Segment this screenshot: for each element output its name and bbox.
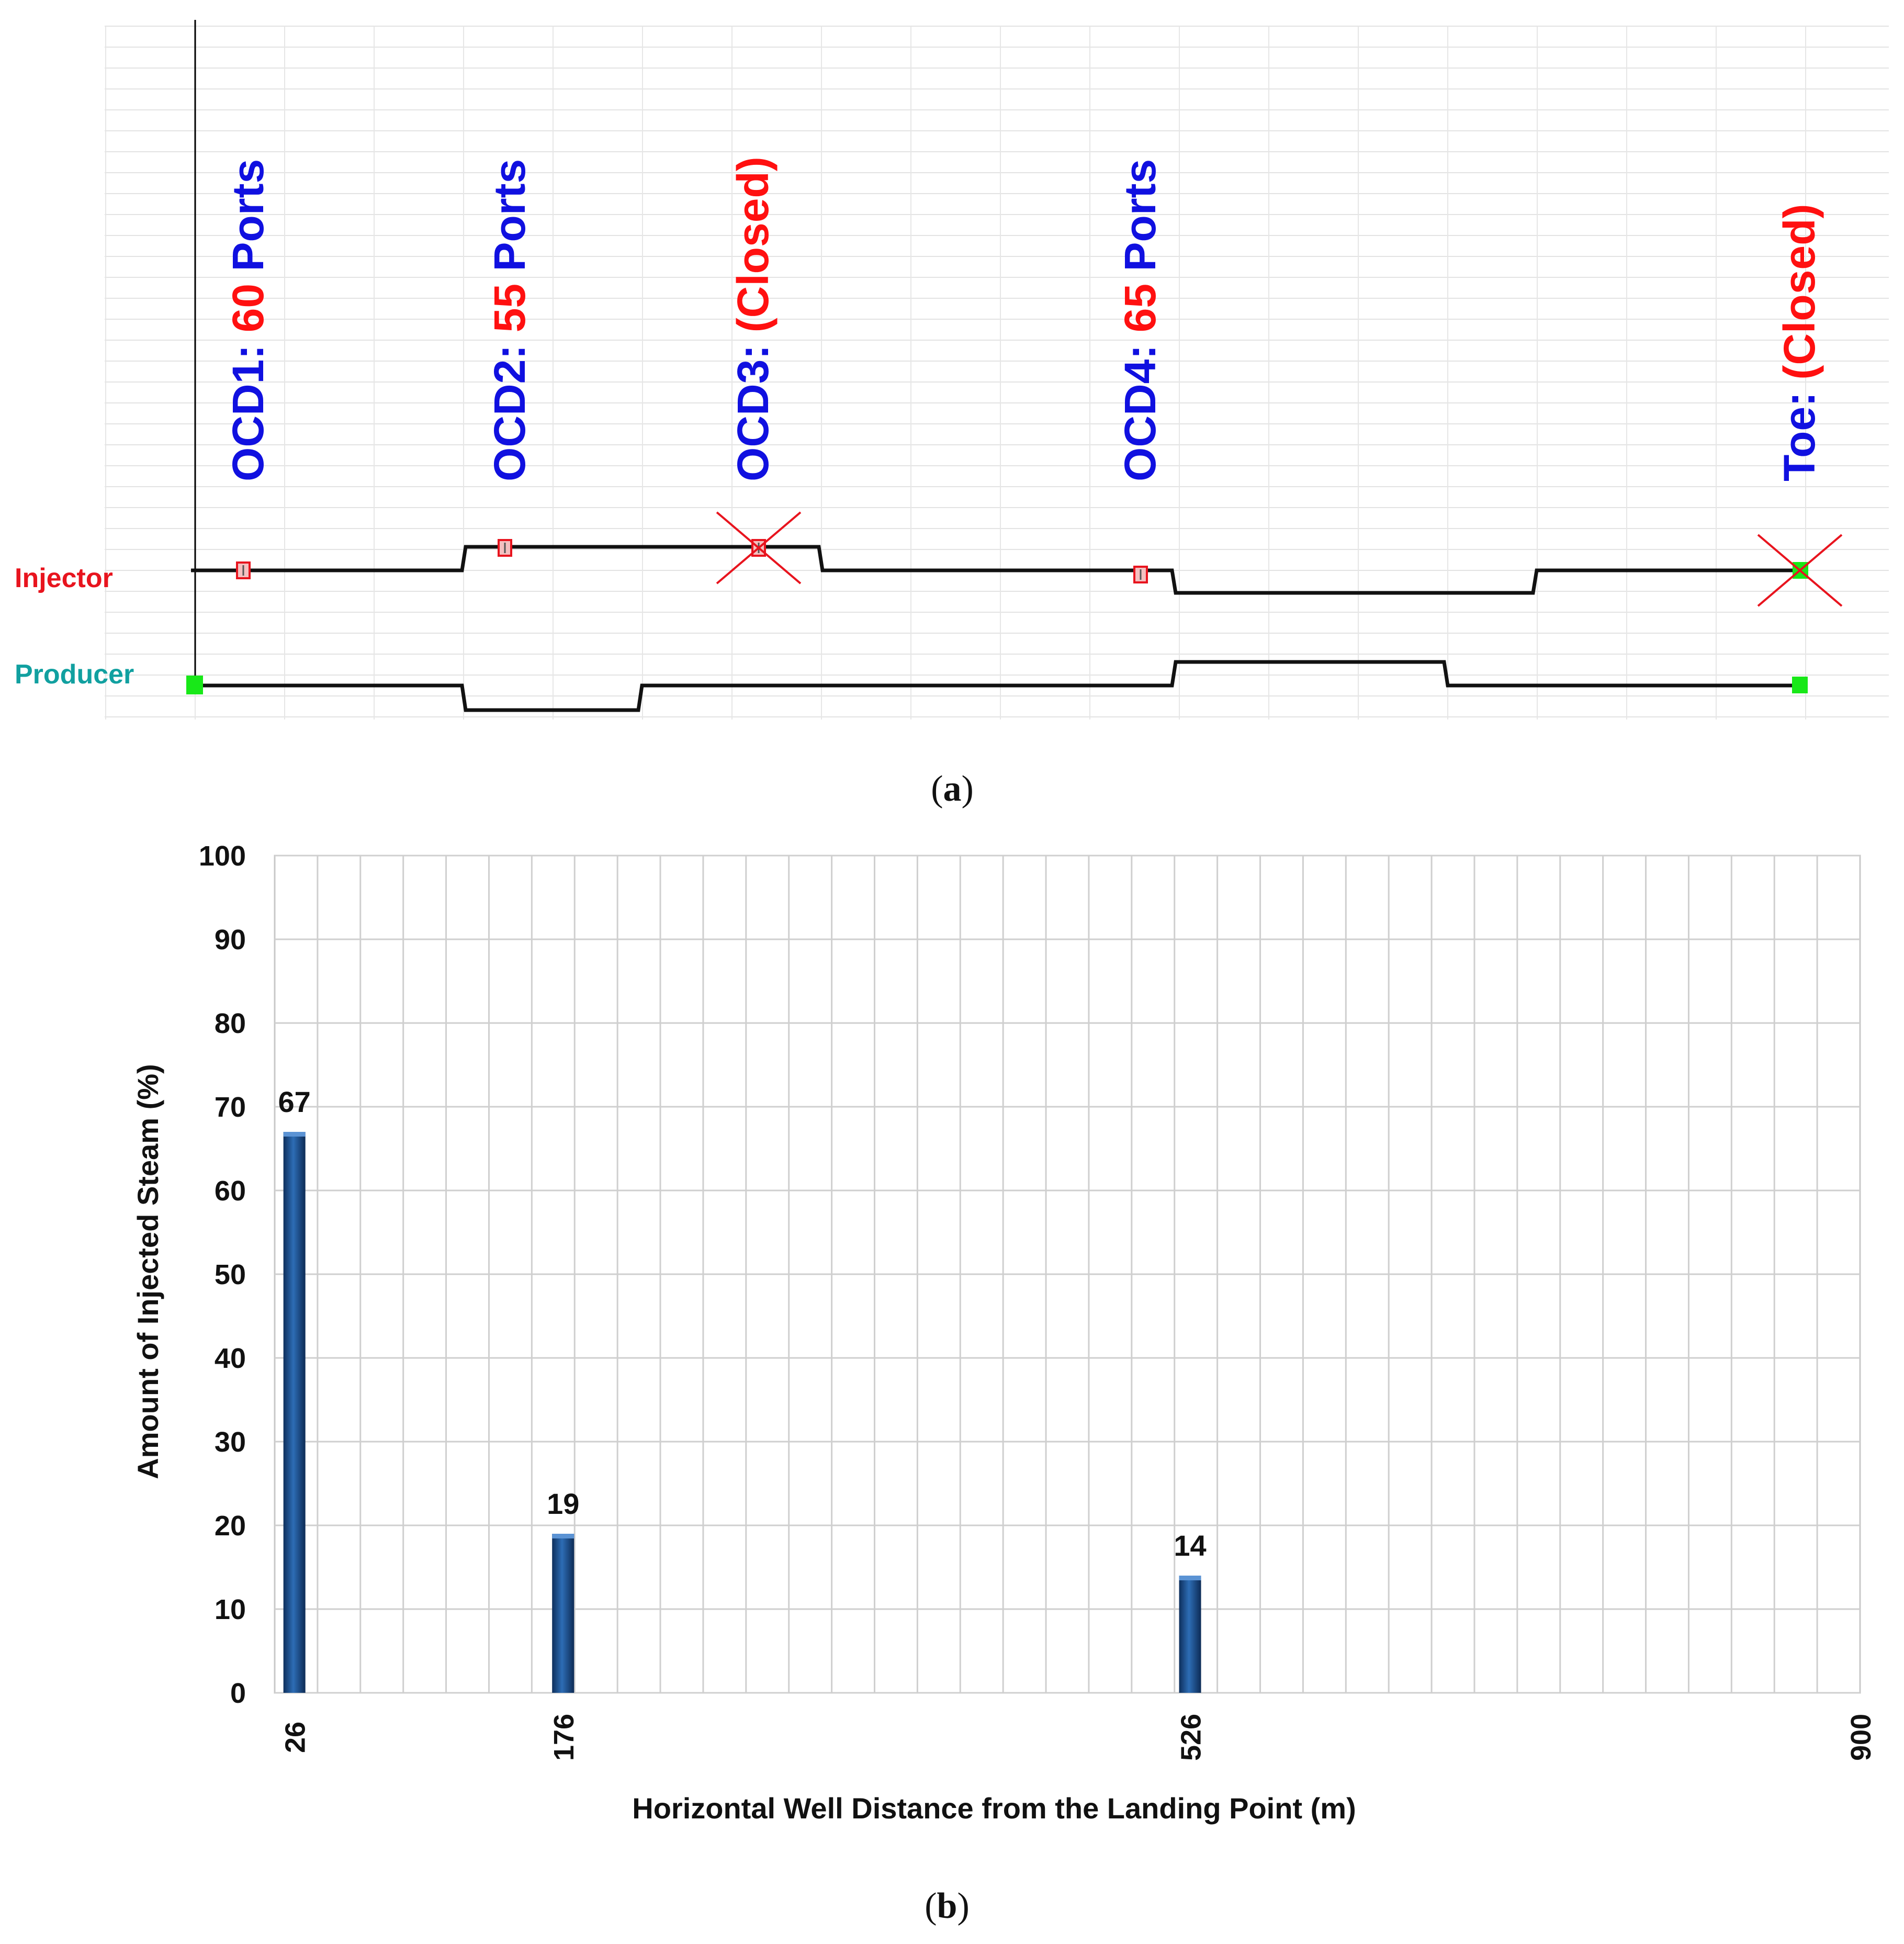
- caption-a-letter: a: [943, 769, 962, 809]
- bar: [552, 1534, 574, 1693]
- producer-heel-marker: [186, 676, 203, 694]
- ocd2-unit: Ports: [485, 159, 534, 284]
- chart-data-labels: 67 19 14: [278, 1085, 1207, 1562]
- bar-data-label: 67: [278, 1085, 311, 1118]
- y-tick-label: 70: [215, 1092, 246, 1123]
- bar-top-highlight: [283, 1132, 306, 1137]
- toe-label: Toe: (Closed): [1775, 204, 1824, 481]
- y-tick-label: 90: [215, 924, 246, 956]
- x-tick-label: 900: [1845, 1714, 1877, 1761]
- toe-value: (Closed): [1775, 204, 1824, 380]
- producer-label: Producer: [15, 659, 134, 690]
- ocd1-label: OCD1: 60 Ports: [223, 159, 273, 481]
- y-tick-label: 50: [215, 1259, 246, 1290]
- bar-top-highlight: [552, 1534, 574, 1538]
- caption-a-close: ): [962, 769, 974, 809]
- ocd2-value: 55: [485, 284, 534, 332]
- chart-bars: [283, 1132, 1201, 1693]
- ocd4-name: OCD4:: [1116, 332, 1165, 481]
- ocd3-value: (Closed): [728, 156, 778, 332]
- chart-gridlines: [275, 855, 1860, 1694]
- ocd2-label: OCD2: 55 Ports: [485, 159, 534, 481]
- y-tick-label: 20: [215, 1510, 246, 1542]
- ocd3-name: OCD3:: [728, 332, 778, 481]
- y-tick-label: 10: [215, 1594, 246, 1625]
- y-tick-label: 30: [215, 1426, 246, 1458]
- ocd4-unit: Ports: [1116, 159, 1165, 284]
- injector-label: Injector: [15, 563, 113, 593]
- toe-closed-cross: [1757, 534, 1843, 607]
- y-tick-label: 60: [215, 1175, 246, 1207]
- ocd2-name: OCD2:: [485, 332, 534, 481]
- ocd4-value: 65: [1116, 284, 1165, 332]
- y-axis-title: Amount of Injected Steam (%): [131, 1064, 164, 1479]
- panel-a-caption: (a): [931, 769, 974, 809]
- ocd1-unit: Ports: [223, 159, 273, 284]
- y-tick-label: 100: [199, 840, 246, 872]
- x-tick-label: 526: [1176, 1714, 1207, 1761]
- bar: [1179, 1576, 1201, 1693]
- bar-data-label: 14: [1174, 1529, 1206, 1562]
- caption-b-open: (: [925, 1886, 937, 1926]
- caption-b-close: ): [957, 1886, 969, 1926]
- toe-name: Toe:: [1775, 380, 1824, 481]
- producer-well-path: [191, 660, 1804, 712]
- y-axis-ticks: 0 10 20 30 40 50 60 70 80 90 100: [199, 840, 246, 1709]
- y-tick-label: 0: [230, 1678, 246, 1709]
- caption-a-open: (: [931, 769, 943, 809]
- ocd1-value: 60: [223, 284, 273, 332]
- producer-toe-marker: [1792, 677, 1808, 693]
- injector-well-path: [191, 545, 1804, 595]
- schematic-grid: [105, 26, 1889, 720]
- bar: [283, 1132, 306, 1693]
- ocd4-label: OCD4: 65 Ports: [1116, 159, 1165, 481]
- panel-b-caption: (b): [925, 1886, 970, 1926]
- ocd3-label: OCD3: (Closed): [728, 156, 778, 481]
- ocd1-name: OCD1:: [223, 332, 273, 481]
- x-tick-label: 176: [548, 1714, 580, 1761]
- ocd3-closed-cross: [716, 511, 802, 585]
- y-tick-label: 80: [215, 1008, 246, 1039]
- y-tick-label: 40: [215, 1343, 246, 1374]
- steam-distribution-chart: 0 10 20 30 40 50 60 70 80 90 100 26 176 526 900 67 19 1…: [131, 840, 1877, 1926]
- bar-data-label: 19: [547, 1487, 579, 1520]
- bar-top-highlight: [1179, 1576, 1201, 1580]
- x-axis-title: Horizontal Well Distance from the Landin…: [632, 1792, 1356, 1825]
- x-tick-label: 26: [280, 1722, 311, 1753]
- x-axis-ticks: 26 176 526 900: [280, 1714, 1877, 1761]
- caption-b-letter: b: [937, 1886, 957, 1926]
